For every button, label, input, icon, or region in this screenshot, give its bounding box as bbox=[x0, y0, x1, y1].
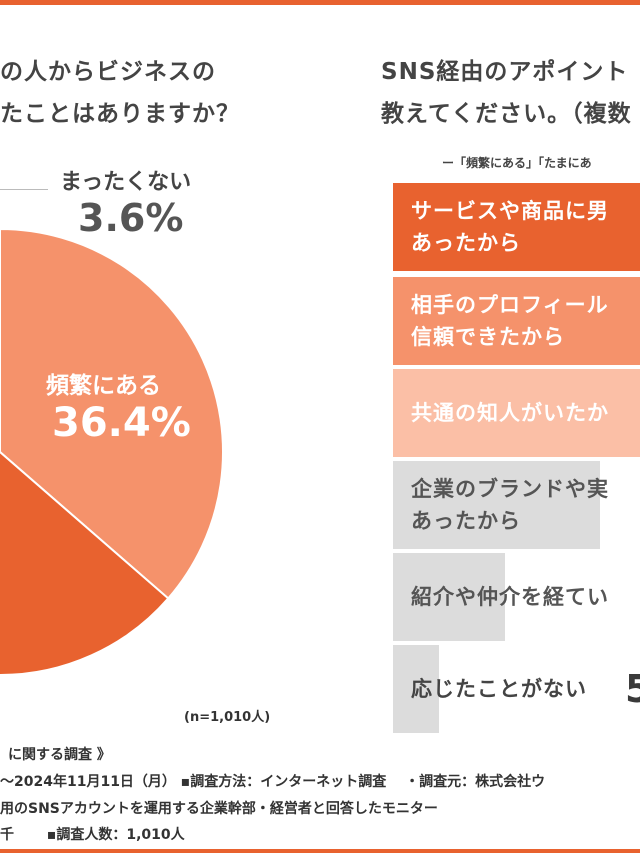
bar-label-never: 応じたことがない bbox=[411, 677, 587, 701]
sample-size-note: (n=1,010人) bbox=[184, 710, 271, 725]
pie-label-none: まったくない bbox=[60, 170, 192, 195]
pie-value-none: 3.6% bbox=[78, 196, 184, 240]
pie-slice-frequent bbox=[0, 227, 224, 600]
bar-label-acquaintance: 共通の知人がいたか bbox=[411, 401, 609, 425]
bar-row-introduction: 紹介や仲介を経てい bbox=[393, 553, 640, 641]
bar-value-never: 5 bbox=[625, 667, 640, 711]
footer-survey-title: に関する調査 》 bbox=[8, 747, 111, 763]
bottom-accent-bar bbox=[0, 849, 640, 853]
bar-label-profile: 相手のプロフィール 信頼できたから bbox=[411, 293, 609, 349]
left-question-line1: の人からビジネスの bbox=[0, 59, 216, 85]
bar-brand bbox=[393, 461, 600, 549]
bar-acquaintance bbox=[393, 369, 640, 457]
bar-label-introduction: 紹介や仲介を経てい bbox=[411, 585, 609, 609]
pie-label-frequent: 頻繁にある bbox=[46, 373, 161, 399]
pie-slice-sometimes bbox=[0, 450, 170, 676]
bar-label-brand: 企業のブランドや実 あったから bbox=[411, 477, 609, 533]
footer-survey-target: 用のSNSアカウントを運用する企業幹部・経営者と回答したモニター bbox=[0, 801, 438, 817]
pie-value-frequent: 36.4% bbox=[52, 400, 191, 446]
bar-row-brand: 企業のブランドや実 あったから bbox=[393, 461, 640, 549]
right-question-line2: 教えてください。（複数 bbox=[381, 101, 632, 127]
bar-legend: ー「頻繁にある」「たまにあ bbox=[442, 156, 592, 170]
bar-row-acquaintance: 共通の知人がいたか bbox=[393, 369, 640, 457]
left-question-line2: たことはありますか？ bbox=[0, 101, 240, 127]
bar-row-profile: 相手のプロフィール 信頼できたから bbox=[393, 277, 640, 365]
bar-profile bbox=[393, 277, 640, 365]
bar-introduction bbox=[393, 553, 505, 641]
bar-row-never: 応じたことがない 5 bbox=[393, 645, 640, 733]
leader-line bbox=[0, 189, 48, 190]
top-accent-bar bbox=[0, 0, 640, 5]
bar-label-service: サービスや商品に男 あったから bbox=[411, 199, 609, 255]
bar-never bbox=[393, 645, 439, 733]
footer-survey-period: 〜2024年11月11日（月） ▪調査方法：インターネット調査 ・調査元：株式会… bbox=[0, 774, 546, 790]
bar-row-service: サービスや商品に男 あったから bbox=[393, 183, 640, 271]
bar-service bbox=[393, 183, 640, 271]
right-question-line1: SNS経由のアポイント bbox=[381, 59, 629, 85]
footer-survey-count: 千 ▪調査人数：1,010人 bbox=[0, 827, 185, 843]
